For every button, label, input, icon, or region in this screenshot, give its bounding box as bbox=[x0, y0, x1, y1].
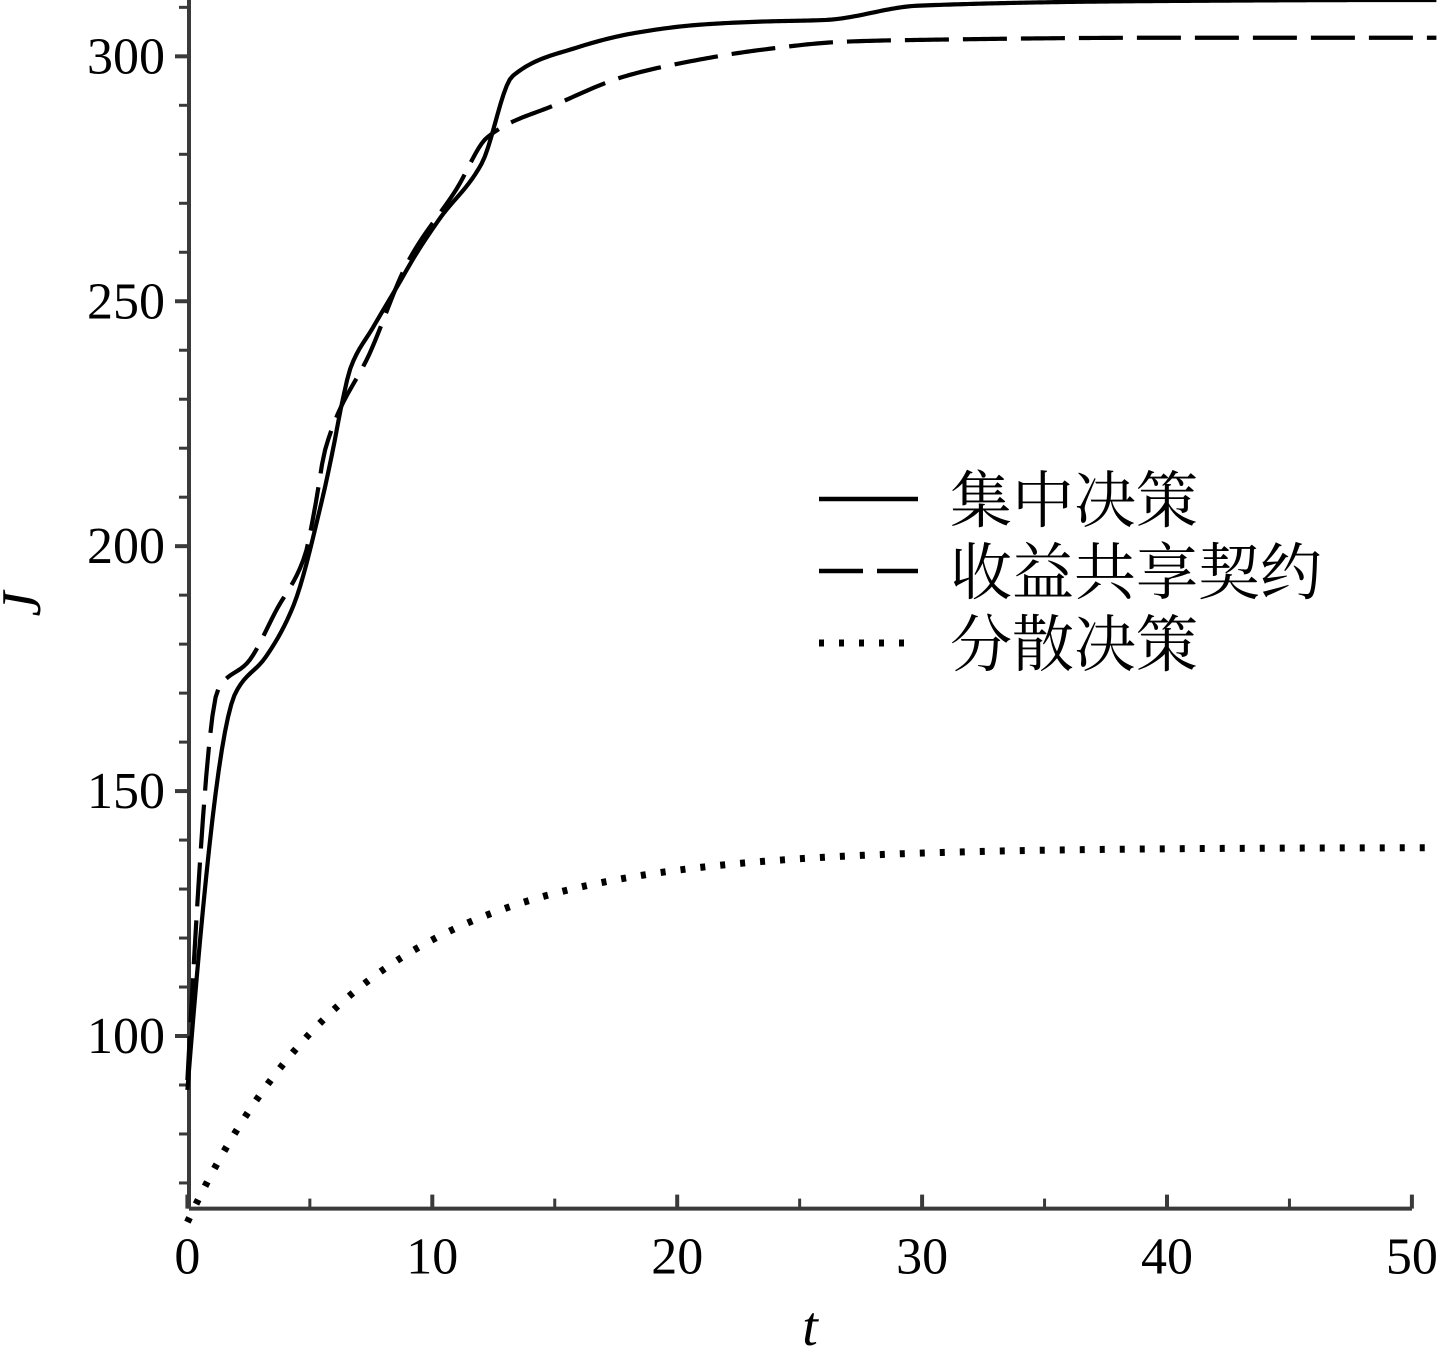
svg-text:150: 150 bbox=[87, 763, 165, 820]
svg-text:0: 0 bbox=[174, 1229, 200, 1286]
svg-text:20: 20 bbox=[651, 1229, 703, 1286]
svg-text:100: 100 bbox=[87, 1008, 165, 1065]
svg-text:30: 30 bbox=[896, 1229, 948, 1286]
svg-text:200: 200 bbox=[87, 518, 165, 575]
svg-text:40: 40 bbox=[1141, 1229, 1193, 1286]
svg-text:250: 250 bbox=[87, 273, 165, 330]
svg-text:t: t bbox=[802, 1296, 819, 1353]
svg-text:50: 50 bbox=[1386, 1229, 1438, 1286]
svg-text:J: J bbox=[0, 588, 53, 616]
svg-text:分散决策: 分散决策 bbox=[950, 595, 1198, 684]
svg-text:10: 10 bbox=[406, 1229, 458, 1286]
svg-text:300: 300 bbox=[87, 28, 165, 85]
